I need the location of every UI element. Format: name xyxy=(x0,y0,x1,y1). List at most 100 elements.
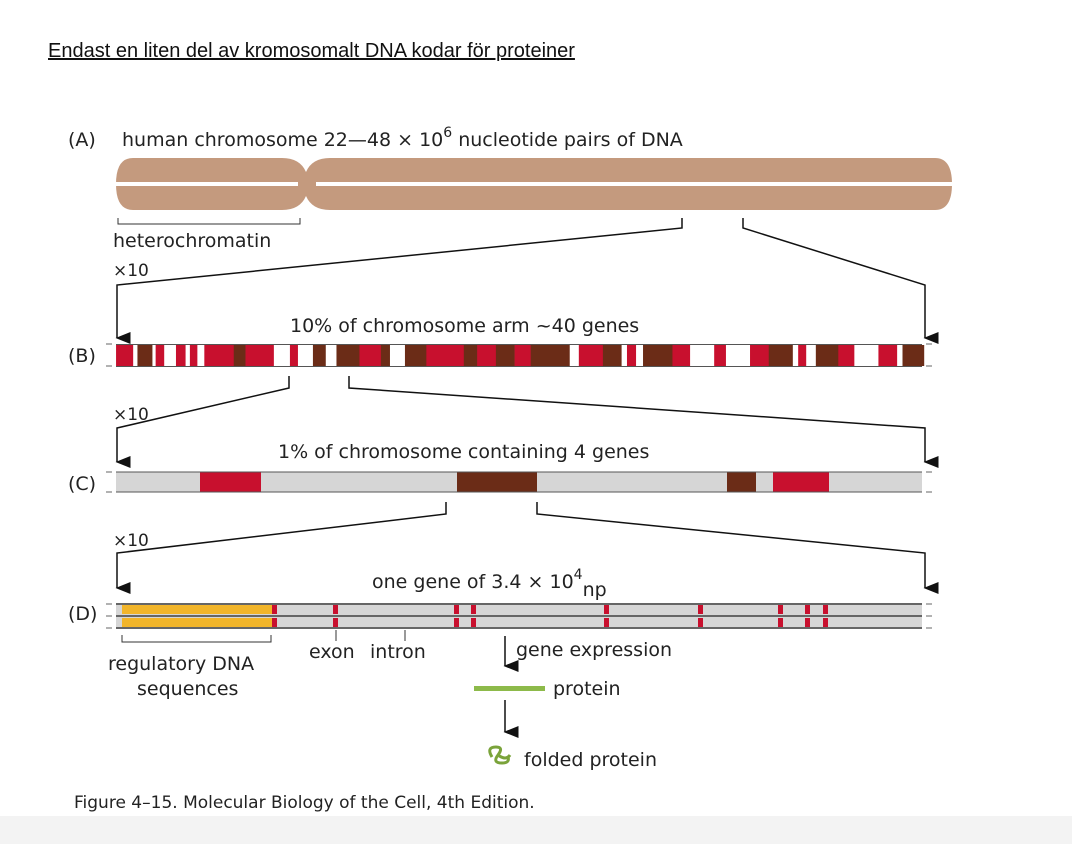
panel-d-caption: one gene of 3.4 × 104np xyxy=(372,567,607,601)
chromosome-band xyxy=(389,345,406,366)
protein-label: protein xyxy=(553,678,621,700)
chromosome-band xyxy=(806,345,817,366)
regulatory-label-2: sequences xyxy=(137,678,238,700)
panel-d-label: (D) xyxy=(68,603,97,625)
chromosome-band xyxy=(297,345,314,366)
zoom-label-a: ×10 xyxy=(113,261,149,281)
panel-b-caption: 10% of chromosome arm ~40 genes xyxy=(290,315,639,337)
chromosome-band xyxy=(325,345,337,366)
chromosome-band xyxy=(197,345,205,366)
chromosome-band xyxy=(798,345,807,366)
chromosome-arm-bands xyxy=(106,343,932,367)
regulatory-sequence xyxy=(122,605,272,614)
chromosome-band xyxy=(133,345,138,366)
zoom-line-left-c xyxy=(115,502,447,594)
chromosome-band xyxy=(514,345,531,366)
heterochromatin-label: heterochromatin xyxy=(113,230,271,252)
chromosome-band xyxy=(164,345,177,366)
chromosome-band xyxy=(152,345,156,366)
panel-a-caption: human chromosome 22—48 × 106 nucleotide … xyxy=(122,125,683,151)
heterochromatin-bracket xyxy=(117,218,301,225)
exon xyxy=(805,604,810,614)
chromosome-band xyxy=(463,345,478,366)
chromosome-band xyxy=(426,345,465,366)
chromosome-band xyxy=(602,345,622,366)
exon xyxy=(333,618,338,628)
exon xyxy=(272,604,277,614)
regulatory-bracket xyxy=(121,635,272,643)
exon xyxy=(778,604,783,614)
panel-c-label: (C) xyxy=(68,473,96,495)
chromosome-band xyxy=(714,345,727,366)
chromosome-band xyxy=(815,345,839,366)
gene-double-strand xyxy=(106,603,932,629)
exon xyxy=(604,618,609,628)
chromosome-band xyxy=(792,345,799,366)
gene-band xyxy=(200,472,261,492)
chromosome-band xyxy=(725,345,751,366)
chromosome xyxy=(116,158,952,210)
zoom-label-c: ×10 xyxy=(113,531,149,551)
chromosome-band xyxy=(878,345,898,366)
footer-bar xyxy=(0,816,1072,844)
chromosome-band xyxy=(569,345,580,366)
chromosome-band xyxy=(116,345,134,366)
chromosome-band xyxy=(838,345,855,366)
folded-protein-icon xyxy=(488,745,512,765)
folded-protein-label: folded protein xyxy=(524,749,657,771)
figure-caption: Figure 4–15. Molecular Biology of the Ce… xyxy=(74,793,535,813)
exon xyxy=(604,604,609,614)
chromosome-region-genes xyxy=(106,471,932,493)
chromosome-band xyxy=(495,345,515,366)
panel-b-label: (B) xyxy=(68,345,96,367)
chromosome-band xyxy=(137,345,153,366)
intron-label: intron xyxy=(370,641,426,663)
chromosome-band xyxy=(404,345,427,366)
exon xyxy=(823,618,828,628)
chromosome-band xyxy=(690,345,715,366)
chromosome-band xyxy=(233,345,246,366)
panel-a-label: (A) xyxy=(68,129,96,151)
slide-title: Endast en liten del av kromosomalt DNA k… xyxy=(48,40,575,62)
regulatory-label-1: regulatory DNA xyxy=(108,653,254,675)
zoom-line-right-c xyxy=(536,502,939,594)
exon xyxy=(823,604,828,614)
chromosome-band xyxy=(245,345,275,366)
chromosome-band xyxy=(204,345,235,366)
chromosome-band xyxy=(621,345,628,366)
chromosome-band xyxy=(289,345,299,366)
exon xyxy=(778,618,783,628)
zoom-label-b: ×10 xyxy=(113,405,149,425)
chromosome-band xyxy=(578,345,604,366)
zoom-line-right-a xyxy=(742,218,939,344)
gene-band xyxy=(773,472,829,492)
chromosome-band xyxy=(626,345,637,366)
chromosome-band xyxy=(530,345,571,366)
chromosome-band xyxy=(750,345,770,366)
gene-band xyxy=(727,472,756,492)
exon-label: exon xyxy=(309,641,355,663)
exon xyxy=(454,618,459,628)
chromosome-band xyxy=(189,345,198,366)
exon xyxy=(333,604,338,614)
chromosome-band xyxy=(185,345,191,366)
chromosome-band xyxy=(175,345,186,366)
exon xyxy=(272,618,277,628)
regulatory-sequence xyxy=(122,618,272,627)
chromosome-band xyxy=(380,345,391,366)
protein-bar xyxy=(474,686,545,691)
zoom-line-right-b xyxy=(348,376,939,468)
exon xyxy=(698,604,703,614)
chromosome-band xyxy=(672,345,691,366)
gene-band xyxy=(457,472,537,492)
chromosome-band xyxy=(636,345,644,366)
panel-c-caption: 1% of chromosome containing 4 genes xyxy=(278,441,649,463)
chromosome-band xyxy=(477,345,497,366)
gene-expression-label: gene expression xyxy=(516,639,672,661)
exon xyxy=(698,618,703,628)
exon xyxy=(471,604,476,614)
zoom-line-left-b xyxy=(115,376,290,468)
chromosome-band xyxy=(768,345,794,366)
